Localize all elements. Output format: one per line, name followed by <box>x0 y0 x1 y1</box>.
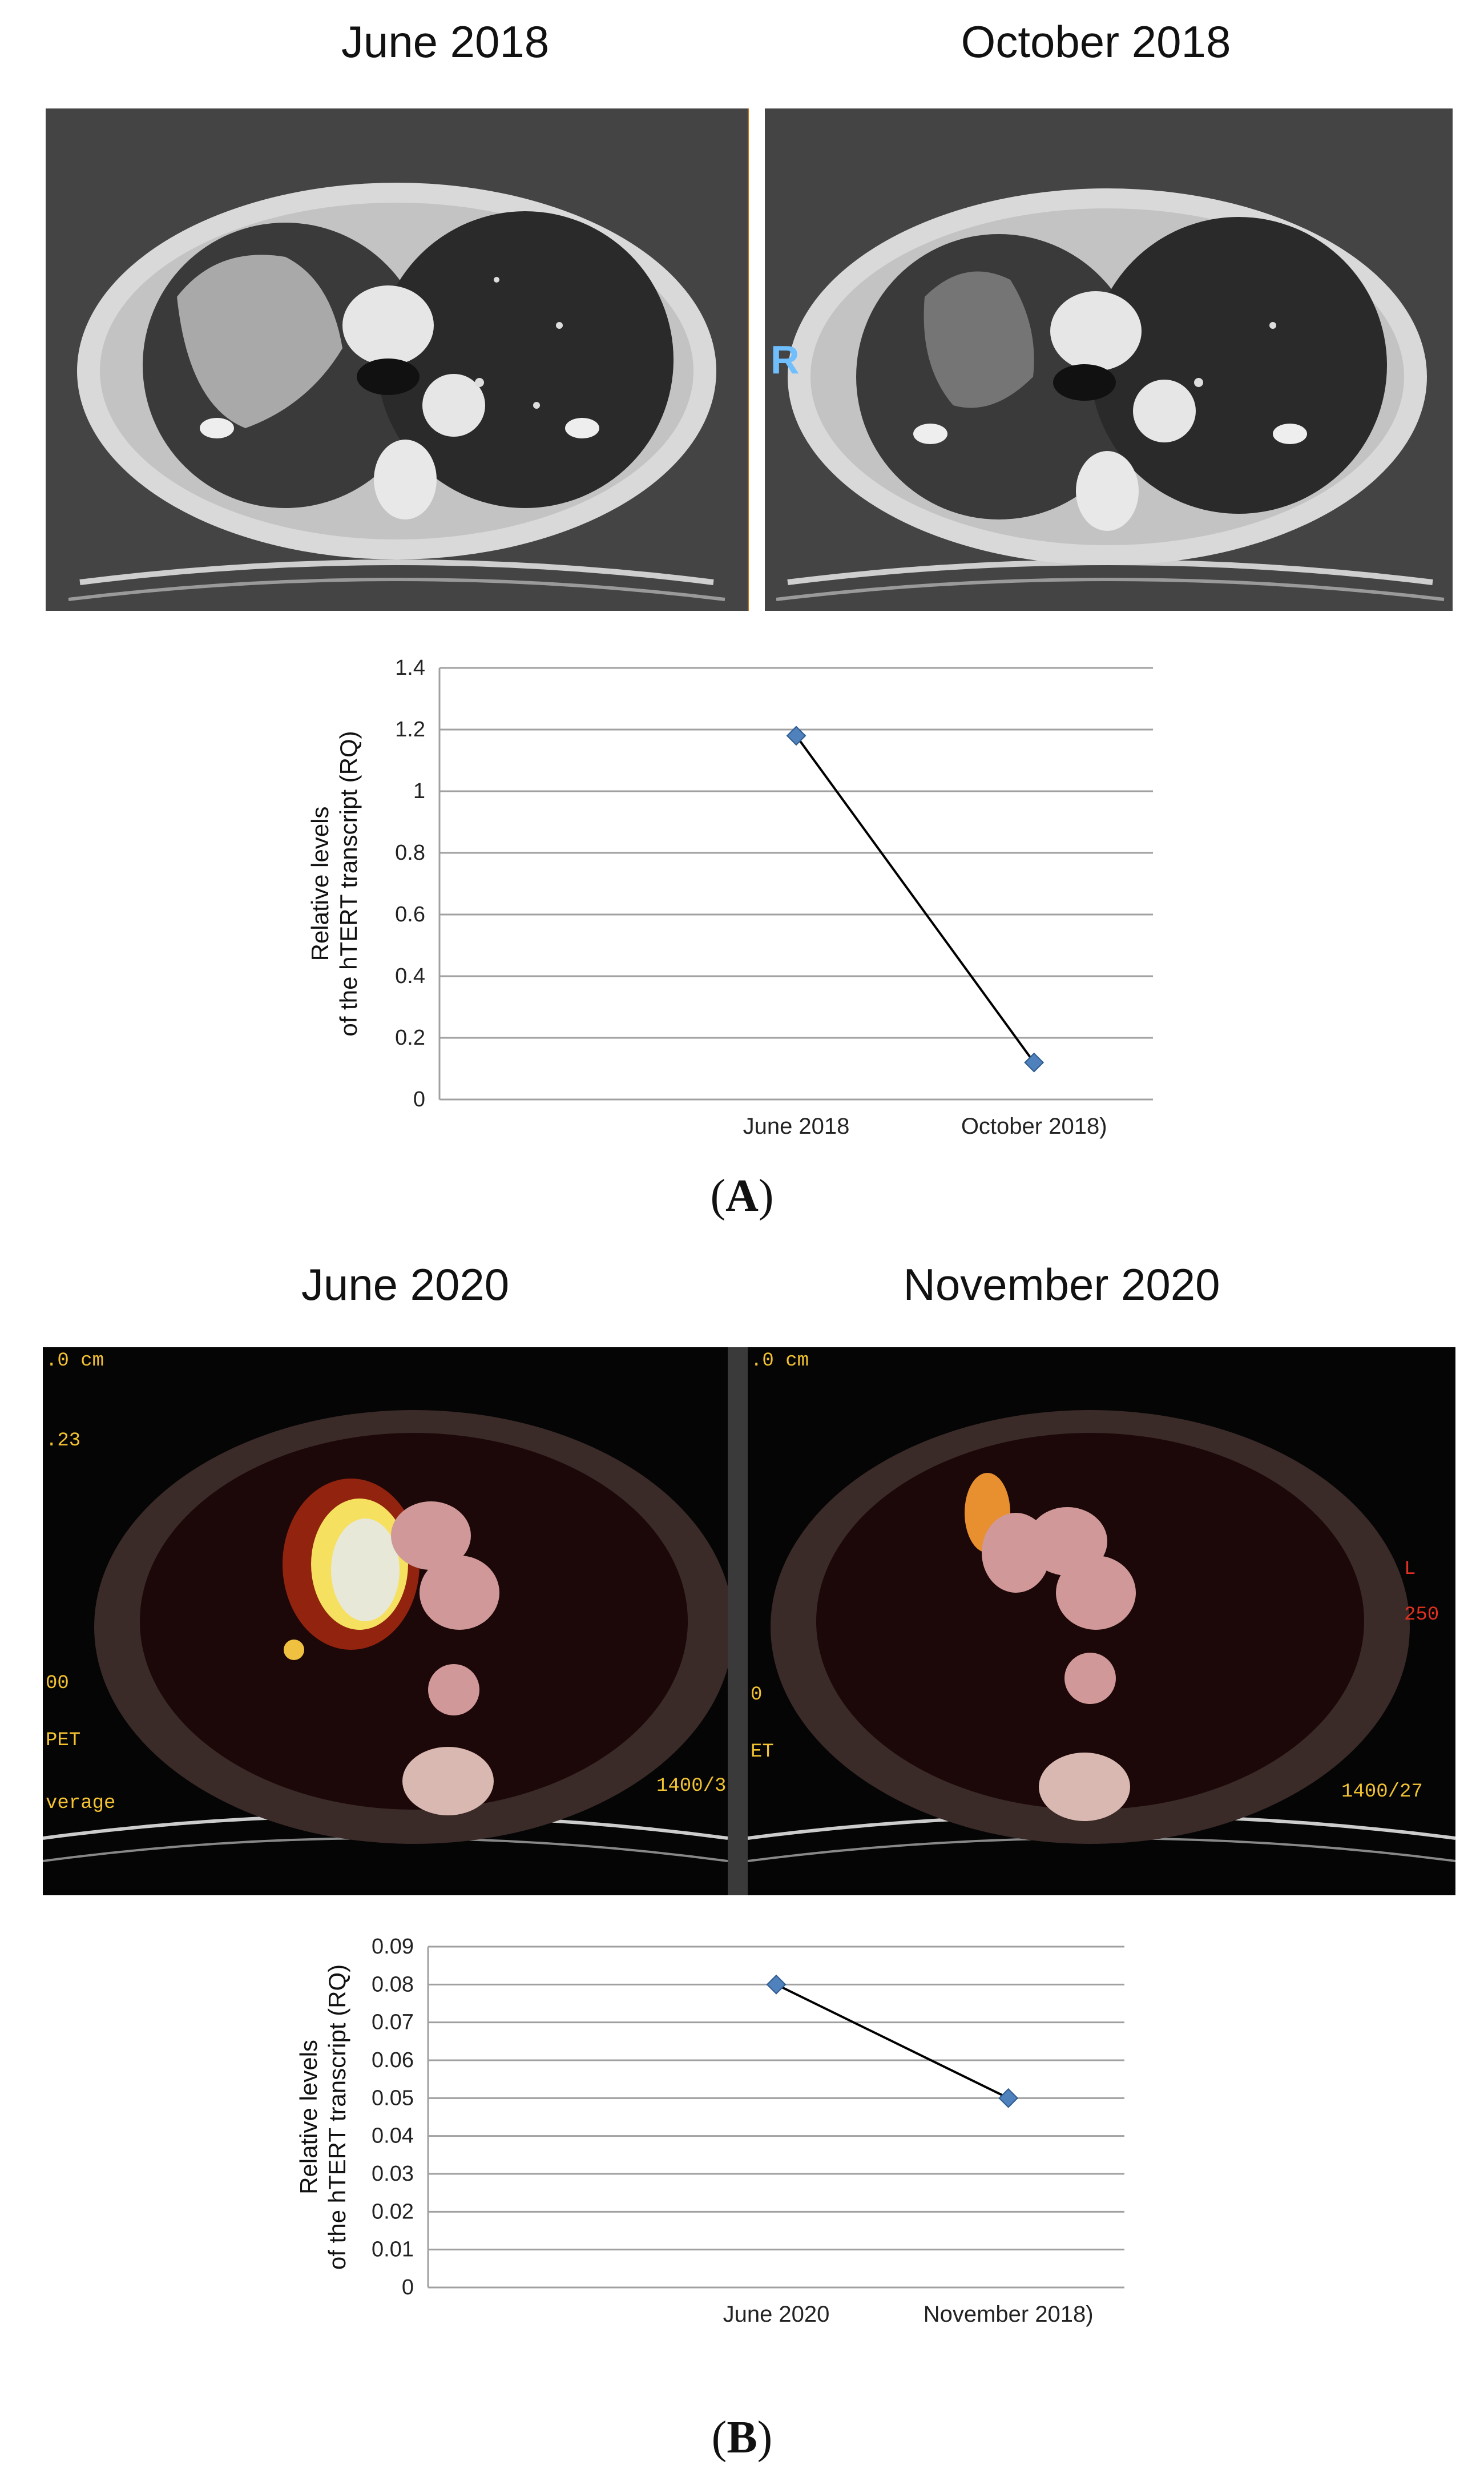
panel-a-label: (A) <box>710 1171 774 1221</box>
y-tick-label: 0.01 <box>372 2238 414 2262</box>
pet-left-overlay-text: verage <box>46 1793 116 1814</box>
y-tick-label: 0 <box>413 1088 425 1111</box>
y-axis-label: of the hTERT transcript (RQ) <box>324 1964 350 2270</box>
y-tick-label: 0.08 <box>372 1972 414 1996</box>
pet-right-overlay-text: 250 <box>1404 1604 1439 1626</box>
y-tick-label: 0.05 <box>372 2086 414 2110</box>
ct-scan-june-2018 <box>46 108 748 611</box>
pet-right-overlay-text: 1400/27 <box>1341 1781 1423 1803</box>
x-tick-label: November 2018) <box>924 2302 1094 2327</box>
y-tick-label: 0.6 <box>395 903 425 927</box>
y-tick-label: 0.09 <box>372 1935 414 1959</box>
x-tick-label: October 2018) <box>961 1114 1107 1139</box>
y-tick-label: 0.4 <box>395 964 425 988</box>
panel-a-title-left: June 2018 <box>341 17 550 67</box>
pet-left-overlay-text: .0 cm <box>46 1350 104 1372</box>
data-point-marker <box>1024 1052 1045 1073</box>
y-axis-label: of the hTERT transcript (RQ) <box>335 731 362 1036</box>
y-tick-label: 0.04 <box>372 2124 414 2148</box>
data-point-marker <box>766 1974 787 1995</box>
scan-viewer-scrollbar[interactable] <box>728 1347 748 1895</box>
chart-b: 0 0.01 0.02 0.03 0.04 0.05 0.06 0.07 0.08 0.09 Jun… <box>295 1935 1124 2327</box>
panel-b-title-left: June 2020 <box>301 1259 510 1310</box>
y-tick-label: 1.2 <box>395 718 425 742</box>
ct-orientation-mark: R <box>771 337 800 382</box>
y-axis-label: Relative levels <box>307 807 333 961</box>
data-point-marker <box>786 726 806 746</box>
pet-right-overlay-text: .0 cm <box>751 1350 809 1372</box>
pet-right-overlay-text: ET <box>751 1741 774 1763</box>
pet-right-overlay-text: L <box>1404 1558 1416 1580</box>
y-tick-label: 1.4 <box>395 656 425 680</box>
pet-left-overlay-text: .23 <box>46 1430 81 1452</box>
panel-a-title-right: October 2018 <box>961 17 1231 67</box>
x-tick-label: June 2020 <box>723 2302 830 2327</box>
chart-a: 0 0.2 0.4 0.6 0.8 1 1.2 1.4 June 2018 October 201… <box>307 656 1153 1139</box>
y-tick-label: 1 <box>413 779 425 803</box>
panel-b-label: (B) <box>711 2412 773 2463</box>
series-line <box>776 1983 1009 2100</box>
pet-scan-june-2020 <box>43 1347 728 1895</box>
y-axis-label: Relative levels <box>295 2040 322 2194</box>
scan-divider <box>748 108 749 611</box>
pet-right-overlay-text: 0 <box>751 1684 763 1706</box>
y-tick-label: 0.03 <box>372 2162 414 2186</box>
y-tick-label: 0.2 <box>395 1026 425 1050</box>
y-tick-label: 0.06 <box>372 2048 414 2072</box>
data-point-marker <box>998 2088 1019 2108</box>
x-tick-label: June 2018 <box>743 1114 850 1139</box>
pet-left-overlay-text: PET <box>46 1730 81 1751</box>
y-tick-label: 0.8 <box>395 841 425 865</box>
y-tick-label: 0 <box>402 2275 414 2299</box>
series-line <box>795 735 1035 1064</box>
y-tick-label: 0.07 <box>372 2011 414 2035</box>
pet-scan-november-2020 <box>748 1347 1455 1895</box>
panel-b-title-right: November 2020 <box>903 1259 1220 1310</box>
y-tick-label: 0.02 <box>372 2200 414 2224</box>
pet-left-overlay-text: 00 <box>46 1673 69 1694</box>
pet-left-overlay-text: 1400/3 <box>656 1775 727 1797</box>
ct-scan-october-2018 <box>765 108 1453 611</box>
